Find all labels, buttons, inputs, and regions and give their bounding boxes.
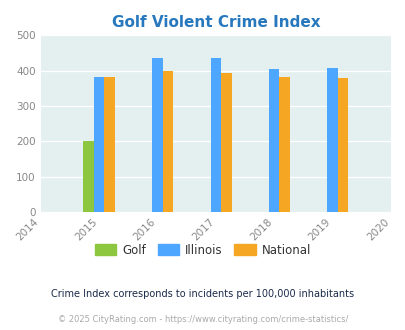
Bar: [210, 57, 221, 212]
Text: Crime Index corresponds to incidents per 100,000 inhabitants: Crime Index corresponds to incidents per…: [51, 289, 354, 299]
Bar: [94, 77, 104, 212]
Bar: [152, 57, 162, 212]
Text: © 2025 CityRating.com - https://www.cityrating.com/crime-statistics/: © 2025 CityRating.com - https://www.city…: [58, 315, 347, 324]
Bar: [337, 78, 347, 212]
Bar: [162, 71, 173, 212]
Legend: Golf, Illinois, National: Golf, Illinois, National: [90, 239, 315, 261]
Title: Golf Violent Crime Index: Golf Violent Crime Index: [111, 15, 320, 30]
Bar: [83, 141, 94, 212]
Bar: [269, 69, 279, 212]
Bar: [326, 68, 337, 212]
Bar: [279, 77, 289, 212]
Bar: [221, 73, 231, 212]
Bar: [104, 77, 115, 212]
